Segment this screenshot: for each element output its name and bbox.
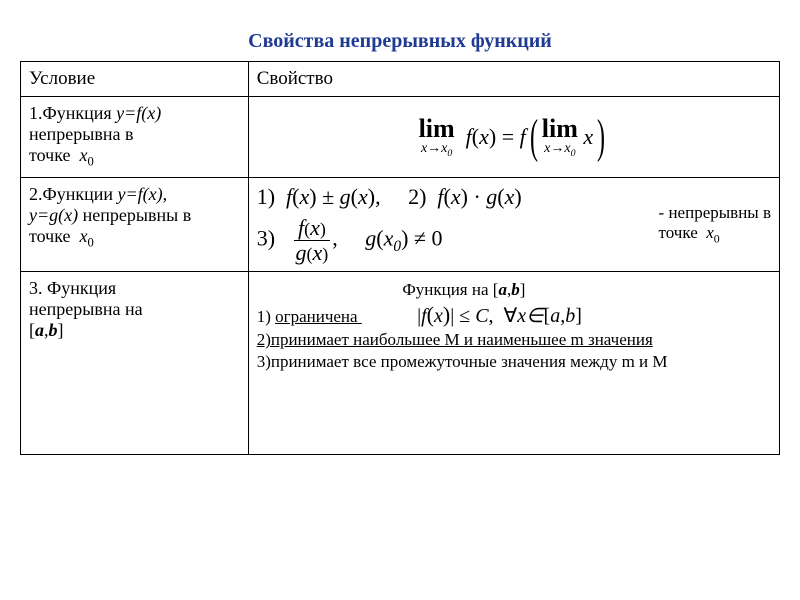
row2-condition: 2.Функции y=f(x), y=g(x) непрерывны в то… bbox=[21, 178, 249, 272]
row2-note: - непрерывны в точке x0 bbox=[651, 203, 771, 246]
header-condition: Условие bbox=[21, 62, 249, 97]
row3-property: Функция на [a,b] 1) ограничена |f(x)| ≤ … bbox=[248, 272, 779, 455]
r3-a: 3. Функция bbox=[29, 278, 116, 298]
r3-p2: 2)принимает наибольшее M и наименьшее m … bbox=[257, 330, 771, 350]
r2-f2: y=g(x) bbox=[29, 205, 78, 225]
row2-formulas: 1) f(x) ± g(x), 2) f(x) · g(x) 3) bbox=[257, 184, 651, 265]
fraction: f(x) g(x) bbox=[292, 216, 333, 265]
r3-b: непрерывна на bbox=[29, 299, 143, 319]
row2-property: 1) f(x) ± g(x), 2) f(x) · g(x) 3) bbox=[248, 178, 779, 272]
x-left: x bbox=[479, 124, 489, 150]
r1-text1: 1.Функция bbox=[29, 103, 116, 123]
r2-x: x bbox=[80, 226, 88, 246]
f-right: f bbox=[520, 124, 526, 150]
r1-text3a: точке bbox=[29, 145, 75, 165]
r3-p1: 1) ограничена |f(x)| ≤ C, ∀x∈[a,b] bbox=[257, 302, 771, 328]
r1-x: x bbox=[80, 145, 88, 165]
lim-text: lim bbox=[419, 116, 455, 142]
row-1: 1.Функция y=f(x) непрерывна в точке x0 l… bbox=[21, 97, 780, 178]
r2-p2n: 2) bbox=[408, 184, 426, 209]
row1-property: lim x→x0 f (x) = f ( lim x→x0 x ) bbox=[248, 97, 779, 178]
r2-a: 2.Функции bbox=[29, 184, 118, 204]
x-right: x bbox=[583, 124, 593, 150]
r2-c: точке bbox=[29, 226, 75, 246]
r2-p1n: 1) bbox=[257, 184, 275, 209]
equals: = bbox=[502, 124, 514, 150]
r1-sub: 0 bbox=[88, 155, 94, 169]
r2-f1: y=f(x) bbox=[118, 184, 163, 204]
limit-formula: lim x→x0 f (x) = f ( lim x→x0 x ) bbox=[257, 103, 771, 171]
r3-interval: [a,b] bbox=[29, 320, 64, 340]
properties-table: Условие Свойство 1.Функция y=f(x) непрер… bbox=[20, 61, 780, 455]
lim-right: lim x→x0 bbox=[542, 116, 578, 159]
row-2: 2.Функции y=f(x), y=g(x) непрерывны в то… bbox=[21, 178, 780, 272]
page-title: Свойства непрерывных функций bbox=[20, 30, 780, 53]
r1-text2: непрерывна в bbox=[29, 124, 133, 144]
row1-condition: 1.Функция y=f(x) непрерывна в точке x0 bbox=[21, 97, 249, 178]
r3-p1-formula: |f(x)| ≤ C, ∀x∈[a,b] bbox=[417, 305, 582, 327]
r2-p3n: 3) bbox=[257, 226, 275, 251]
header-property: Свойство bbox=[248, 62, 779, 97]
row-3: 3. Функция непрерывна на [a,b] Функция н… bbox=[21, 272, 780, 455]
r1-func: y=f(x) bbox=[116, 103, 161, 123]
lim-sub: x→x0 bbox=[421, 142, 452, 159]
lim-left: lim x→x0 bbox=[419, 116, 455, 159]
r2-sub: 0 bbox=[88, 236, 94, 250]
r3-head: Функция на [a,b] bbox=[157, 280, 771, 300]
r3-p3: 3)принимает все промежуточные значения м… bbox=[257, 352, 771, 372]
header-row: Условие Свойство bbox=[21, 62, 780, 97]
r2-b: непрерывны в bbox=[78, 205, 191, 225]
